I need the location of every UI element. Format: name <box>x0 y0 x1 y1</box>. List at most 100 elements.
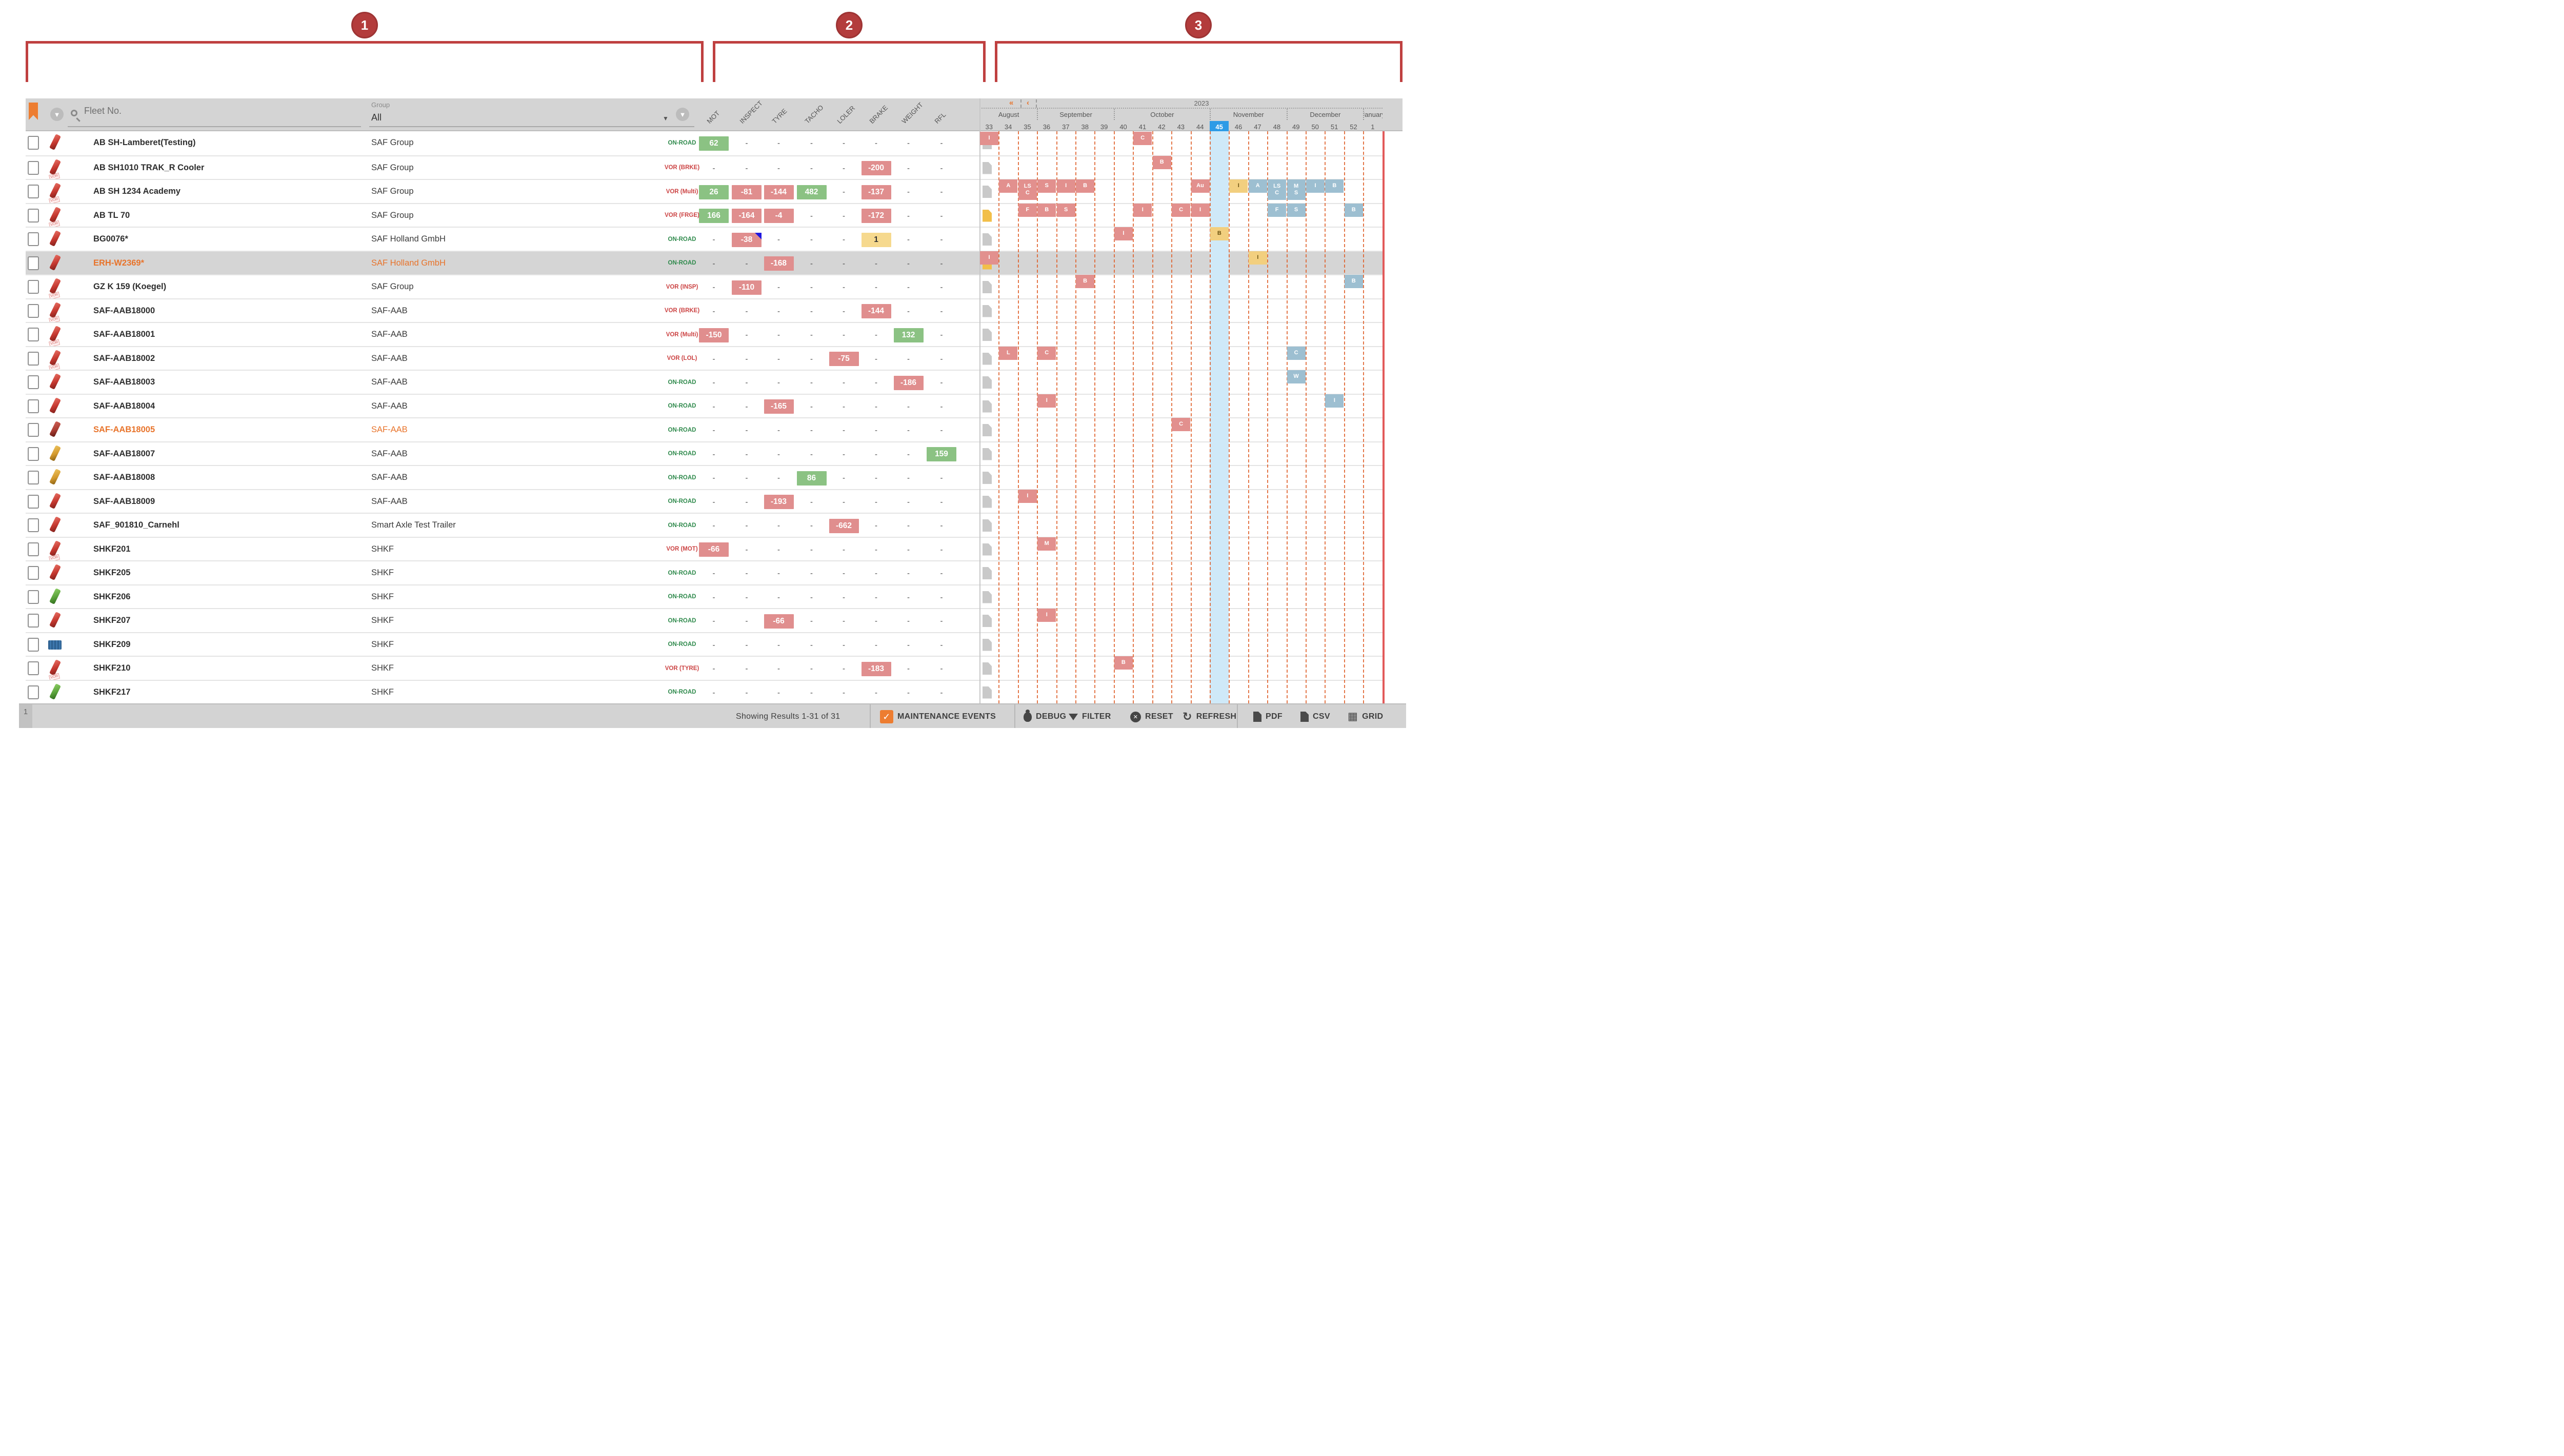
maintenance-event-marker[interactable]: C <box>1133 132 1152 145</box>
row-checkbox[interactable] <box>28 160 39 175</box>
row-checkbox[interactable] <box>28 685 39 699</box>
week-35[interactable]: 35 <box>1024 123 1031 131</box>
csv-export-button[interactable]: CSV <box>1300 704 1330 728</box>
row-checkbox[interactable] <box>28 232 39 246</box>
documents-icon[interactable] <box>983 281 992 293</box>
column-header-inspect[interactable]: INSPECT <box>738 99 764 125</box>
row-checkbox[interactable] <box>28 304 39 318</box>
documents-icon[interactable] <box>983 209 992 222</box>
row-checkbox[interactable] <box>28 256 39 270</box>
documents-icon[interactable] <box>983 472 992 484</box>
checkbox-checked-icon[interactable]: ✓ <box>880 710 893 723</box>
maintenance-event-marker[interactable]: M <box>1037 537 1056 551</box>
week-40[interactable]: 40 <box>1119 123 1127 131</box>
documents-icon[interactable] <box>983 352 992 365</box>
documents-icon[interactable] <box>983 615 992 627</box>
maintenance-event-marker[interactable]: B <box>1344 203 1363 217</box>
table-row[interactable]: VOR AB TL 70 SAF Group VOR (FRGE) 166 -164 -4 -… <box>26 203 1383 228</box>
maintenance-event-marker[interactable]: S <box>1037 179 1056 193</box>
row-checkbox[interactable] <box>28 185 39 198</box>
table-row[interactable]: VOR SAF-AAB18002 SAF-AAB VOR (LOL) - - - - -75 - -… <box>26 346 1383 371</box>
row-checkbox[interactable] <box>28 447 39 461</box>
maintenance-event-marker[interactable]: LS C <box>1268 179 1287 200</box>
maintenance-event-marker[interactable]: F <box>1018 203 1037 217</box>
grid-view-button[interactable]: ▦ GRID <box>1348 711 1384 722</box>
table-row[interactable]: SHKF207 SHKF ON-ROAD - - -66 - - - - - <box>26 608 1383 632</box>
row-checkbox[interactable] <box>28 351 39 366</box>
week-42[interactable]: 42 <box>1158 123 1166 131</box>
row-checkbox[interactable] <box>28 637 39 652</box>
week-45[interactable]: 45 <box>1209 121 1229 132</box>
maintenance-event-marker[interactable]: I <box>1018 489 1037 503</box>
week-43[interactable]: 43 <box>1177 123 1185 131</box>
column-header-brake[interactable]: BRAKE <box>867 104 889 125</box>
documents-icon[interactable] <box>983 305 992 317</box>
maintenance-event-marker[interactable]: B <box>1076 275 1095 288</box>
maintenance-event-marker[interactable]: B <box>1114 656 1133 670</box>
column-header-weight[interactable]: WEIGHT <box>899 100 925 125</box>
maintenance-event-marker[interactable]: I <box>1114 227 1133 240</box>
week-39[interactable]: 39 <box>1100 123 1108 131</box>
maintenance-event-marker[interactable]: C <box>1172 203 1191 217</box>
row-checkbox[interactable] <box>28 614 39 628</box>
maintenance-event-marker[interactable]: Au <box>1191 179 1210 193</box>
sort-toggle-icon[interactable]: ▼ <box>50 108 64 121</box>
week-34[interactable]: 34 <box>1004 123 1012 131</box>
documents-icon[interactable] <box>983 448 992 460</box>
table-row[interactable]: SHKF206 SHKF ON-ROAD - - - - - - - - <box>26 584 1383 609</box>
row-checkbox[interactable] <box>28 328 39 341</box>
maintenance-event-marker[interactable]: W <box>1287 370 1306 383</box>
documents-icon[interactable] <box>983 329 992 341</box>
table-row[interactable]: VOR SAF-AAB18001 SAF-AAB VOR (Multi) -150 - - -… <box>26 322 1383 348</box>
column-header-mot[interactable]: MOT <box>705 109 722 125</box>
maintenance-event-marker[interactable]: F <box>1268 203 1287 217</box>
table-row[interactable]: SHKF217 SHKF ON-ROAD - - - - - - - - <box>26 679 1383 703</box>
maintenance-event-marker[interactable]: B <box>1076 179 1095 193</box>
table-row[interactable]: VOR SHKF201 SHKF VOR (MOT) -66 - - - - - - - <box>26 536 1383 562</box>
maintenance-event-marker[interactable]: S <box>1287 203 1306 217</box>
maintenance-event-marker[interactable]: B <box>1325 179 1344 193</box>
week-38[interactable]: 38 <box>1081 123 1089 131</box>
maintenance-event-marker[interactable]: C <box>1172 418 1191 431</box>
filter-button[interactable]: FILTER <box>1069 704 1111 728</box>
column-header-rfl[interactable]: RFL <box>933 111 948 125</box>
maintenance-event-marker[interactable]: M S <box>1287 179 1306 200</box>
table-row[interactable]: SAF-AAB18004 SAF-AAB ON-ROAD - - -165 - - - - - <box>26 393 1383 418</box>
maintenance-event-marker[interactable]: I <box>980 251 998 265</box>
documents-icon[interactable] <box>983 686 992 699</box>
week-50[interactable]: 50 <box>1311 123 1319 131</box>
maintenance-event-marker[interactable]: LS C <box>1018 179 1037 200</box>
week-44[interactable]: 44 <box>1196 123 1204 131</box>
table-row[interactable]: BG0076* SAF Holland GmbH ON-ROAD - -38 - - - 1 - - <box>26 227 1383 251</box>
table-row[interactable]: SAF-AAB18007 SAF-AAB ON-ROAD - - - - - - - 159 <box>26 441 1383 466</box>
debug-button[interactable]: DEBUG <box>1024 704 1066 728</box>
row-checkbox[interactable] <box>28 542 39 556</box>
documents-icon[interactable] <box>983 495 992 508</box>
week-41[interactable]: 41 <box>1138 123 1147 131</box>
table-row[interactable]: AB SH-Lamberet(Testing) SAF Group ON-ROAD 6… <box>26 131 1383 155</box>
row-checkbox[interactable] <box>28 471 39 484</box>
maintenance-event-marker[interactable]: A <box>1248 179 1267 193</box>
status-sort-icon[interactable]: ▼ <box>676 108 689 121</box>
documents-icon[interactable] <box>983 233 992 246</box>
maintenance-event-marker[interactable]: I <box>1133 203 1152 217</box>
maintenance-event-marker[interactable]: L <box>999 346 1018 360</box>
timeline-first-button[interactable]: « <box>1009 98 1014 107</box>
week-33[interactable]: 33 <box>985 123 993 131</box>
week-36[interactable]: 36 <box>1043 123 1051 131</box>
refresh-button[interactable]: ↻ REFRESH <box>1183 710 1237 723</box>
documents-icon[interactable] <box>983 591 992 603</box>
maintenance-event-marker[interactable]: I <box>1037 609 1056 622</box>
table-row[interactable]: SAF-AAB18005 SAF-AAB ON-ROAD - - - - - - - - <box>26 417 1383 441</box>
timeline-prev-button[interactable]: ‹ <box>1027 98 1029 107</box>
table-row[interactable]: VOR SAF-AAB18000 SAF-AAB VOR (BRKE) - - - - - -14… <box>26 298 1383 323</box>
week-47[interactable]: 47 <box>1254 123 1261 131</box>
column-header-tyre[interactable]: TYRE <box>770 107 789 125</box>
week-49[interactable]: 49 <box>1292 123 1300 131</box>
maintenance-event-marker[interactable]: I <box>1191 203 1210 217</box>
table-row[interactable]: VOR AB SH 1234 Academy SAF Group VOR (Multi… <box>26 179 1383 205</box>
week-51[interactable]: 51 <box>1330 123 1338 131</box>
maintenance-event-marker[interactable]: I <box>1037 394 1056 408</box>
table-row[interactable]: SAF-AAB18009 SAF-AAB ON-ROAD - - -193 - - - - - <box>26 489 1383 513</box>
table-row[interactable]: VOR GZ K 159 (Koegel) SAF Group VOR (INSP) -… <box>26 274 1383 300</box>
